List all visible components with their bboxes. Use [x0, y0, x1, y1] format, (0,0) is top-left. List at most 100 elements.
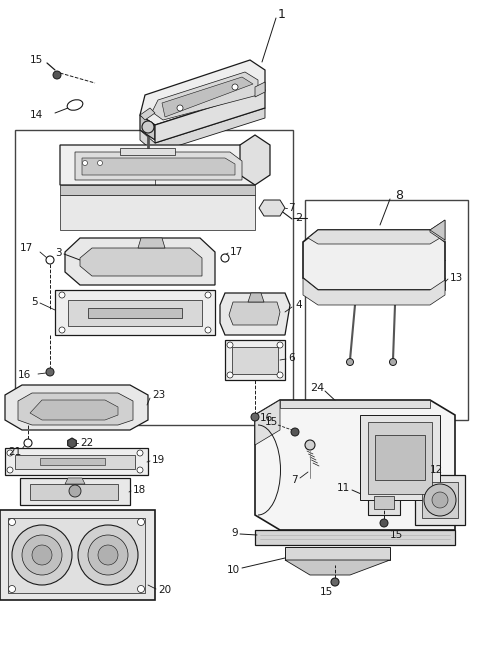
- Polygon shape: [40, 458, 105, 465]
- Polygon shape: [140, 108, 155, 120]
- Circle shape: [53, 71, 61, 79]
- Circle shape: [59, 292, 65, 298]
- Polygon shape: [82, 158, 235, 175]
- Text: 7: 7: [288, 203, 295, 213]
- Polygon shape: [140, 108, 265, 153]
- Text: 1: 1: [278, 7, 286, 21]
- Text: 12: 12: [430, 465, 443, 475]
- Polygon shape: [259, 200, 285, 216]
- Circle shape: [277, 342, 283, 348]
- Polygon shape: [65, 238, 215, 285]
- Polygon shape: [20, 478, 130, 505]
- Polygon shape: [255, 400, 455, 530]
- Polygon shape: [5, 448, 148, 475]
- Polygon shape: [229, 302, 280, 325]
- Polygon shape: [152, 72, 258, 120]
- Polygon shape: [140, 115, 155, 140]
- Polygon shape: [75, 152, 242, 180]
- Bar: [305, 200, 468, 420]
- Polygon shape: [0, 510, 155, 600]
- Polygon shape: [422, 482, 458, 518]
- Polygon shape: [30, 400, 118, 420]
- Circle shape: [347, 359, 353, 365]
- Polygon shape: [15, 455, 135, 469]
- Circle shape: [69, 485, 81, 497]
- Polygon shape: [80, 248, 202, 276]
- Circle shape: [221, 254, 229, 262]
- Text: 9: 9: [231, 528, 238, 538]
- Text: 10: 10: [227, 565, 240, 575]
- Polygon shape: [255, 82, 265, 97]
- Circle shape: [205, 292, 211, 298]
- Circle shape: [291, 428, 299, 436]
- Text: 15: 15: [265, 417, 278, 427]
- Circle shape: [98, 545, 118, 565]
- Text: 22: 22: [80, 438, 93, 448]
- Polygon shape: [60, 195, 255, 230]
- Ellipse shape: [67, 100, 83, 110]
- Polygon shape: [55, 290, 215, 335]
- Circle shape: [227, 342, 233, 348]
- Text: 7: 7: [291, 475, 298, 485]
- Polygon shape: [303, 230, 445, 290]
- Circle shape: [46, 256, 54, 264]
- Polygon shape: [225, 340, 285, 380]
- Polygon shape: [374, 496, 394, 509]
- Bar: [15, 130, 293, 425]
- Text: 2: 2: [295, 213, 302, 223]
- Text: 18: 18: [133, 485, 146, 495]
- Text: 23: 23: [152, 390, 165, 400]
- Polygon shape: [68, 300, 202, 326]
- Circle shape: [251, 413, 259, 421]
- Circle shape: [137, 467, 143, 473]
- Polygon shape: [285, 560, 390, 575]
- Polygon shape: [248, 293, 264, 302]
- Polygon shape: [220, 293, 290, 335]
- Circle shape: [232, 84, 238, 90]
- Text: 8: 8: [395, 189, 403, 201]
- Circle shape: [12, 525, 72, 585]
- Polygon shape: [18, 393, 133, 425]
- Circle shape: [78, 525, 138, 585]
- Text: 20: 20: [158, 585, 171, 595]
- Polygon shape: [280, 400, 430, 408]
- Circle shape: [142, 121, 154, 133]
- Circle shape: [432, 492, 448, 508]
- Circle shape: [205, 327, 211, 333]
- Polygon shape: [368, 490, 400, 515]
- Circle shape: [380, 519, 388, 527]
- Circle shape: [88, 535, 128, 575]
- Circle shape: [305, 440, 315, 450]
- Text: 5: 5: [31, 297, 38, 307]
- Circle shape: [137, 450, 143, 456]
- Polygon shape: [60, 185, 255, 195]
- Circle shape: [83, 161, 87, 165]
- Polygon shape: [232, 347, 278, 374]
- Polygon shape: [255, 400, 280, 445]
- Text: 17: 17: [230, 247, 243, 257]
- Polygon shape: [5, 385, 148, 430]
- Circle shape: [9, 586, 15, 592]
- Circle shape: [97, 161, 103, 165]
- Polygon shape: [285, 547, 390, 560]
- Circle shape: [22, 535, 62, 575]
- Polygon shape: [308, 230, 440, 244]
- Circle shape: [32, 545, 52, 565]
- Text: 16: 16: [18, 370, 31, 380]
- Polygon shape: [430, 220, 445, 240]
- Polygon shape: [368, 422, 432, 494]
- Polygon shape: [120, 148, 175, 155]
- Polygon shape: [360, 415, 440, 500]
- Polygon shape: [8, 518, 145, 593]
- Polygon shape: [60, 145, 255, 185]
- Polygon shape: [255, 530, 455, 545]
- Polygon shape: [155, 90, 265, 143]
- Circle shape: [227, 372, 233, 378]
- Text: 16: 16: [260, 413, 273, 423]
- Circle shape: [7, 467, 13, 473]
- Text: 4: 4: [295, 300, 301, 310]
- Text: 19: 19: [152, 455, 165, 465]
- Polygon shape: [375, 435, 425, 480]
- Circle shape: [389, 359, 396, 365]
- Text: 17: 17: [20, 243, 33, 253]
